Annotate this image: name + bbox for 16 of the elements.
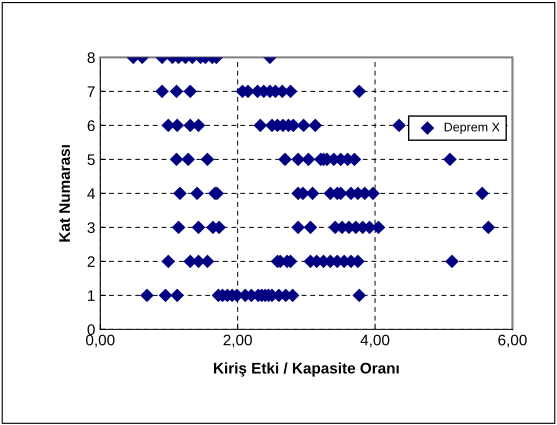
y-tick-label: 6 bbox=[88, 120, 95, 132]
x-tick-label: 2,00 bbox=[224, 334, 252, 348]
y-tick-label: 4 bbox=[87, 188, 95, 199]
legend-label: Deprem X bbox=[444, 122, 500, 134]
y-tick-label: 5 bbox=[88, 154, 95, 166]
x-tick-label: 6,00 bbox=[498, 334, 527, 348]
x-tick-label: 4,00 bbox=[360, 334, 390, 348]
y-tick-label: 3 bbox=[87, 222, 95, 234]
x-axis-title: Kiriş Etki / Kapasite Oranı bbox=[214, 362, 399, 377]
y-tick-label: 8 bbox=[88, 52, 95, 64]
x-tick-label: 0,00 bbox=[86, 334, 115, 348]
y-axis-title: Kat Numarası bbox=[59, 145, 70, 242]
y-tick-label: 2 bbox=[88, 256, 95, 267]
y-tick-label: 7 bbox=[88, 86, 95, 97]
y-tick-label: 1 bbox=[88, 290, 95, 301]
y-tick-label: 0 bbox=[88, 324, 95, 336]
